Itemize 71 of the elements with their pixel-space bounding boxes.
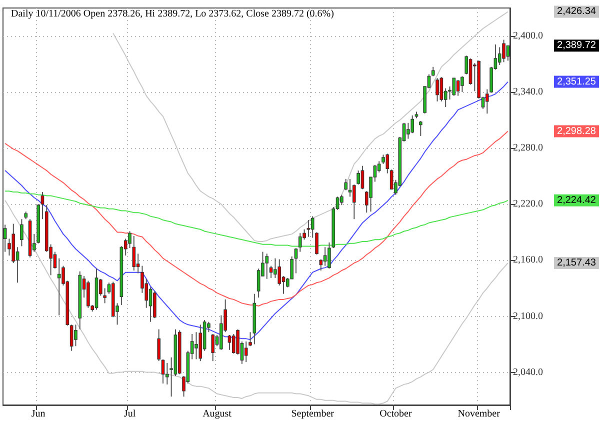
candlestick (298, 232, 302, 252)
candlestick (228, 334, 232, 350)
candlestick (436, 78, 439, 102)
x-tick-label: Jul (124, 408, 136, 420)
candlestick (40, 192, 44, 220)
chart-title: Daily 10/11/2006 Open 2378.26, Hi 2389.72, Lo 2373.62, Close 2389.72 (0.6%) (11, 8, 334, 20)
candlestick (485, 88, 489, 114)
candlestick (244, 340, 248, 363)
candlestick (306, 220, 310, 238)
x-tick-label: August (202, 408, 232, 420)
candlestick (310, 216, 314, 238)
candlestick (315, 232, 318, 256)
text: 2,426.34 (557, 6, 596, 18)
candlestick (406, 122, 410, 140)
candlestick (166, 362, 169, 385)
y-tick-label: 2,100.0 (513, 310, 543, 322)
candlestick (410, 114, 414, 134)
y-tick-label: 2,280.0 (513, 142, 543, 154)
candlestick (294, 248, 298, 274)
candlestick (157, 328, 160, 362)
candlestick (456, 79, 460, 96)
candlestick (232, 334, 236, 354)
x-tick-label: September (291, 408, 335, 420)
candlestick (431, 66, 435, 77)
y-tick-label: 2,160.0 (513, 254, 543, 266)
text: 2,389.72 (557, 40, 596, 52)
candlestick (20, 218, 24, 247)
candlestick (53, 251, 57, 270)
candlestick (344, 178, 348, 191)
candlestick (419, 120, 422, 136)
candlestick (265, 253, 269, 280)
candlestick (194, 332, 198, 360)
y-tick-label: 2,400.0 (513, 30, 543, 42)
text: 2,298.28 (557, 126, 596, 137)
candlestick (386, 153, 390, 174)
candlestick (360, 165, 364, 190)
candlestick (390, 169, 394, 190)
candlestick (70, 324, 74, 352)
candlestick (340, 194, 344, 206)
candlestick (132, 235, 136, 271)
line-series (4, 190, 508, 247)
candlestick (86, 280, 90, 308)
candlestick (211, 334, 215, 362)
candlestick (74, 324, 78, 347)
candlestick (328, 242, 331, 270)
x-tick-label: November (458, 408, 501, 420)
candlestick (319, 258, 323, 271)
candlestick (452, 78, 456, 96)
line-series (4, 130, 508, 306)
candlestick (57, 258, 61, 316)
candlestick (103, 288, 106, 304)
candlestick (440, 76, 444, 102)
candlestick (148, 286, 152, 322)
candlestick (323, 246, 327, 266)
text: 2,157.43 (557, 258, 596, 269)
x-tick-label: Jun (31, 408, 46, 420)
y-tick-label: 2,040.0 (513, 366, 543, 378)
candlestick (356, 170, 360, 186)
text: 2,224.42 (557, 194, 596, 206)
y-tick-label: 2,340.0 (513, 86, 543, 98)
x-tick-label: October (380, 408, 412, 420)
candlestick (502, 39, 506, 63)
candlestick (460, 76, 464, 93)
candlestick (506, 45, 510, 62)
candlestick (498, 46, 502, 66)
candlestick (278, 258, 282, 286)
y-tick-label: 2,220.0 (513, 198, 543, 210)
text: 2,351.25 (557, 76, 596, 88)
candlestick (161, 358, 165, 384)
candlestick (352, 184, 356, 220)
candlestick (3, 224, 7, 252)
